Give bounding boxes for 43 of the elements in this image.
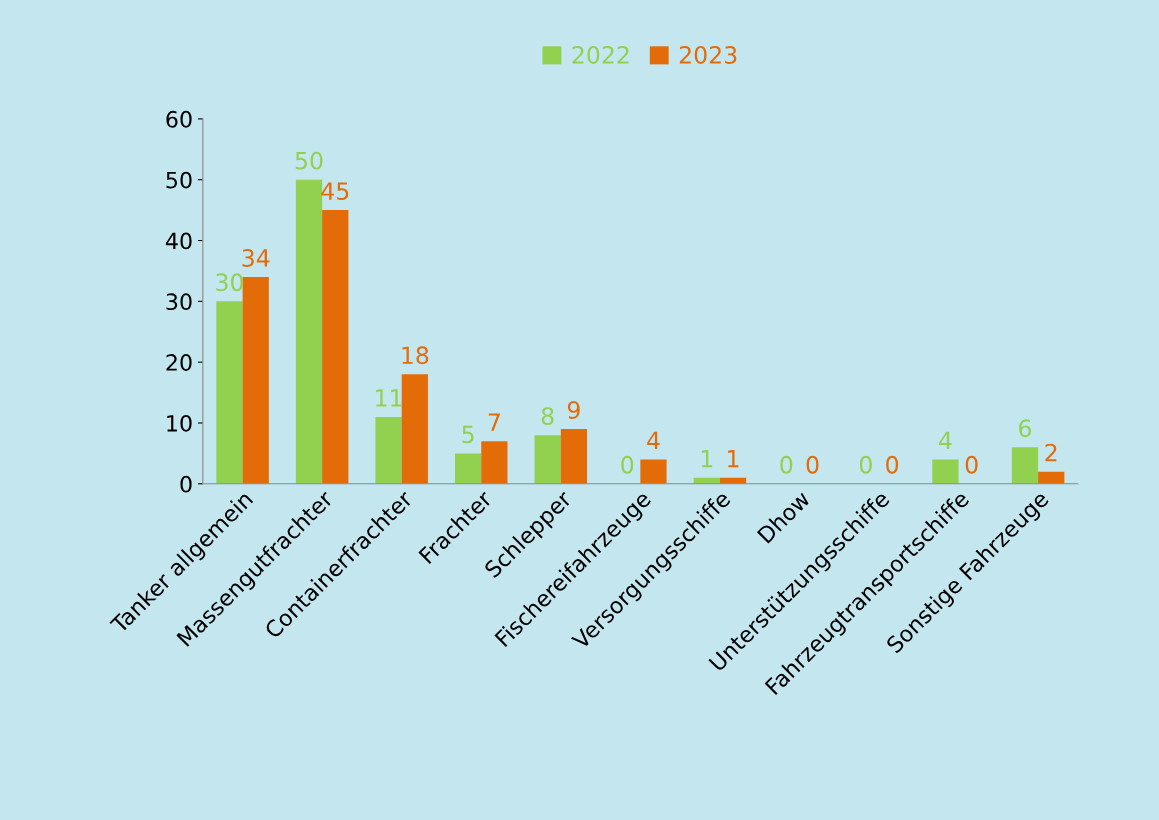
data-label: 2 — [1045, 443, 1057, 462]
data-label: 5 — [462, 425, 474, 444]
data-label: 0 — [886, 455, 899, 474]
bar — [455, 453, 482, 484]
bar — [295, 179, 323, 484]
y-tick-label: 10 — [167, 414, 192, 432]
data-label: 0 — [806, 455, 819, 474]
data-label: 0 — [621, 455, 634, 474]
bar — [640, 459, 667, 484]
bar — [932, 459, 959, 484]
data-label: 9 — [567, 401, 580, 419]
bar — [216, 301, 243, 484]
data-label: 4 — [939, 431, 952, 450]
data-label: 1 — [701, 450, 713, 468]
data-label: 50 — [295, 151, 323, 170]
bar — [534, 435, 561, 484]
data-label: 7 — [488, 413, 500, 431]
data-label: 11 — [376, 389, 402, 407]
y-tick-label: 40 — [165, 232, 192, 250]
bar — [322, 210, 349, 484]
y-tick-label: 0 — [180, 475, 192, 493]
data-label: 0 — [780, 455, 793, 474]
legend-label: 2023 — [679, 46, 737, 64]
data-label: 4 — [647, 431, 660, 450]
data-label: 0 — [965, 455, 978, 474]
y-tick-label: 30 — [166, 293, 192, 311]
bar — [560, 429, 588, 484]
data-label: 6 — [1019, 419, 1031, 438]
y-tick-label: 20 — [166, 354, 192, 371]
bar — [1011, 447, 1039, 484]
bar — [242, 277, 269, 484]
data-label: 18 — [402, 346, 429, 365]
y-tick-label: 50 — [166, 171, 192, 189]
data-label: 34 — [242, 249, 270, 267]
bar — [401, 374, 428, 484]
data-label: 1 — [728, 450, 739, 468]
bar — [1038, 471, 1065, 484]
legend-label: 2022 — [572, 46, 629, 64]
bar — [481, 441, 508, 484]
data-label: 0 — [859, 455, 872, 474]
y-tick-label: 60 — [166, 110, 192, 128]
bar — [375, 416, 402, 484]
data-label: 8 — [541, 407, 554, 426]
